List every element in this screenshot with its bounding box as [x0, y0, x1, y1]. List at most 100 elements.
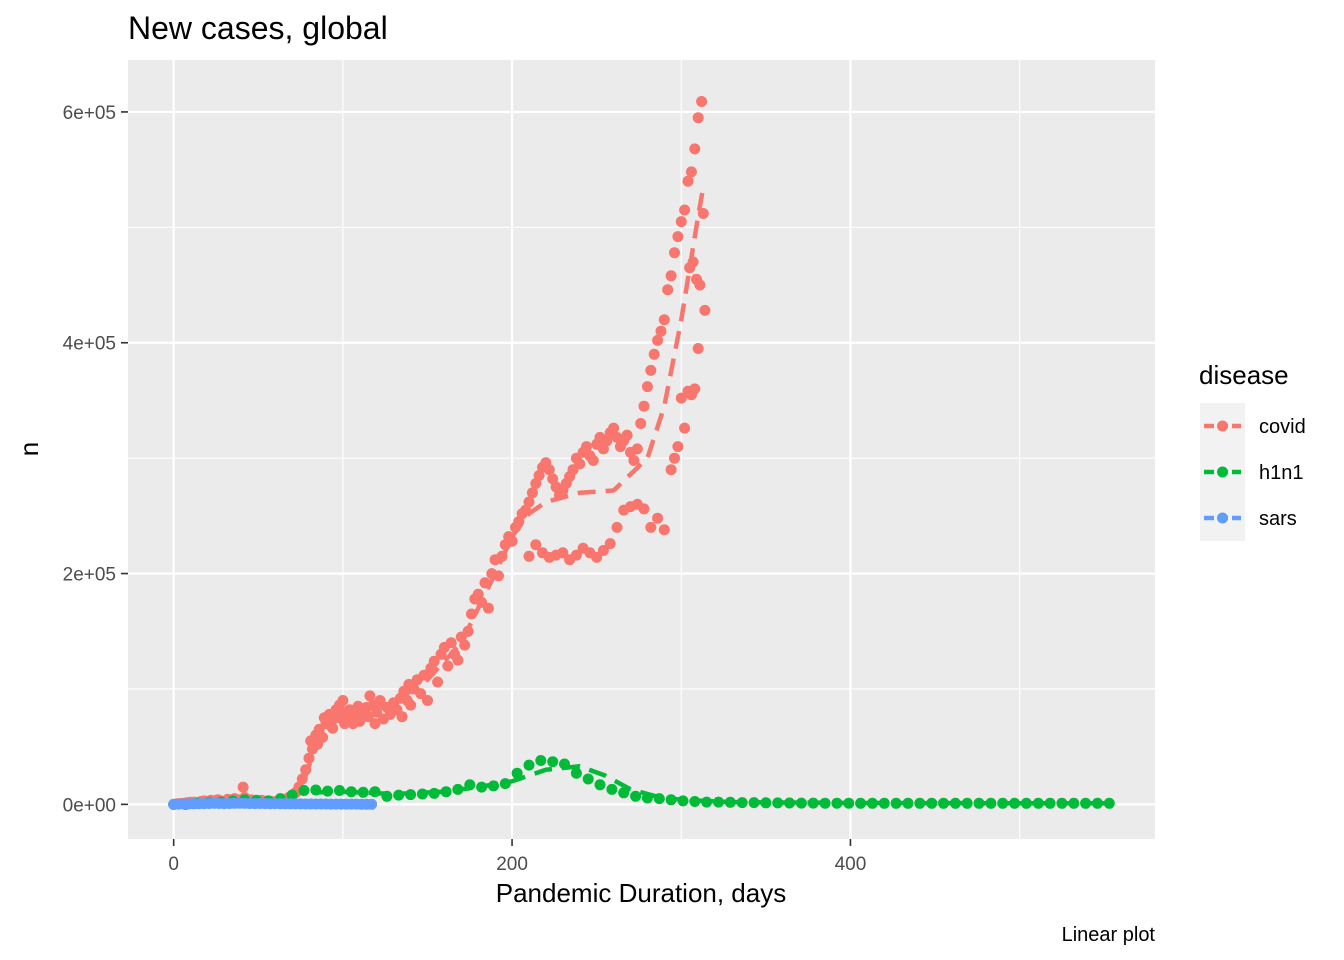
data-point-covid: [658, 524, 670, 536]
data-point-h1n1: [523, 759, 535, 771]
data-point-h1n1: [298, 785, 310, 796]
x-axis-title: Pandemic Duration, days: [496, 878, 786, 908]
data-point-covid: [479, 577, 491, 589]
data-point-h1n1: [1103, 797, 1115, 809]
series-sars: [168, 797, 378, 810]
x-axis-ticks: 0 200 400: [168, 839, 866, 875]
data-point-h1n1: [641, 792, 653, 804]
data-point-covid: [675, 216, 687, 228]
data-point-h1n1: [819, 797, 831, 809]
data-point-covid: [597, 545, 609, 556]
data-point-covid: [523, 550, 535, 562]
data-point-h1n1: [701, 796, 713, 808]
data-point-h1n1: [322, 785, 334, 797]
data-point-covid: [396, 711, 408, 723]
data-point-covid: [462, 625, 474, 637]
data-point-h1n1: [582, 773, 594, 785]
legend-title: disease: [1199, 360, 1289, 390]
data-point-covid: [689, 383, 701, 395]
data-point-covid: [442, 660, 454, 672]
legend-keys: covid h1n1 sars: [1200, 403, 1306, 541]
data-point-h1n1: [949, 797, 961, 809]
data-point-h1n1: [488, 780, 499, 792]
data-point-covid: [641, 381, 653, 393]
data-point-h1n1: [713, 796, 724, 808]
data-point-covid: [669, 452, 680, 464]
data-point-covid: [655, 325, 667, 337]
data-point-covid: [452, 654, 464, 666]
data-point-h1n1: [902, 797, 914, 809]
legend: disease covid h1n1 sars: [1199, 360, 1306, 541]
data-point-h1n1: [393, 789, 405, 801]
data-point-covid: [459, 639, 471, 651]
data-point-h1n1: [997, 797, 1009, 809]
data-point-h1n1: [1009, 797, 1021, 809]
data-point-covid: [645, 364, 657, 376]
data-point-covid: [692, 343, 704, 354]
data-point-covid: [608, 422, 620, 434]
data-point-covid: [543, 464, 555, 476]
legend-key-point: [1217, 466, 1228, 478]
data-point-h1n1: [736, 797, 748, 809]
x-tick-label: 400: [835, 854, 867, 875]
data-point-covid: [496, 550, 508, 562]
data-point-covid: [587, 455, 599, 466]
data-point-covid: [237, 781, 249, 793]
data-point-covid: [374, 695, 386, 706]
data-point-covid: [665, 270, 677, 282]
legend-label: sars: [1259, 508, 1297, 530]
data-point-covid: [337, 695, 349, 706]
data-point-covid: [675, 392, 687, 404]
data-point-covid: [621, 429, 633, 441]
data-point-covid: [652, 512, 664, 524]
data-point-h1n1: [630, 790, 642, 802]
data-point-covid: [696, 96, 708, 107]
data-point-h1n1: [760, 797, 772, 809]
y-tick-label: 0e+00: [63, 795, 116, 816]
data-point-covid: [679, 204, 691, 216]
data-point-h1n1: [1068, 797, 1080, 809]
data-point-h1n1: [416, 788, 428, 800]
data-point-covid: [415, 688, 427, 700]
data-point-h1n1: [606, 783, 618, 795]
legend-label: h1n1: [1259, 462, 1304, 484]
data-point-h1n1: [748, 797, 760, 809]
data-point-covid: [405, 699, 417, 711]
y-tick-label: 2e+05: [63, 565, 116, 586]
data-point-h1n1: [843, 797, 855, 809]
data-point-covid: [638, 400, 650, 412]
data-point-covid: [684, 262, 696, 274]
data-point-covid: [432, 676, 444, 688]
data-point-h1n1: [535, 755, 547, 766]
data-point-covid: [557, 547, 569, 559]
data-point-covid: [530, 539, 542, 551]
data-point-h1n1: [724, 796, 736, 808]
data-point-covid: [645, 521, 657, 533]
data-point-covid: [574, 458, 586, 470]
data-point-covid: [445, 637, 457, 649]
data-point-covid: [482, 602, 494, 614]
data-point-sars: [366, 798, 378, 810]
data-points: [168, 96, 1115, 810]
data-point-covid: [523, 496, 535, 508]
data-point-h1n1: [1056, 797, 1068, 809]
data-point-covid: [570, 549, 582, 561]
data-point-covid: [631, 443, 643, 455]
data-point-covid: [611, 521, 623, 533]
data-point-h1n1: [570, 767, 582, 779]
data-point-h1n1: [334, 785, 345, 796]
data-point-covid: [591, 551, 603, 563]
data-point-h1n1: [866, 797, 878, 809]
data-point-covid: [327, 722, 339, 734]
data-point-covid: [685, 166, 697, 178]
data-point-h1n1: [499, 778, 511, 790]
data-point-h1n1: [653, 793, 665, 805]
data-point-h1n1: [855, 797, 867, 809]
data-point-covid: [648, 348, 660, 360]
data-point-covid: [581, 441, 592, 453]
data-point-covid: [672, 231, 684, 243]
data-point-covid: [422, 695, 433, 706]
data-point-h1n1: [961, 797, 973, 809]
data-point-h1n1: [381, 790, 393, 802]
